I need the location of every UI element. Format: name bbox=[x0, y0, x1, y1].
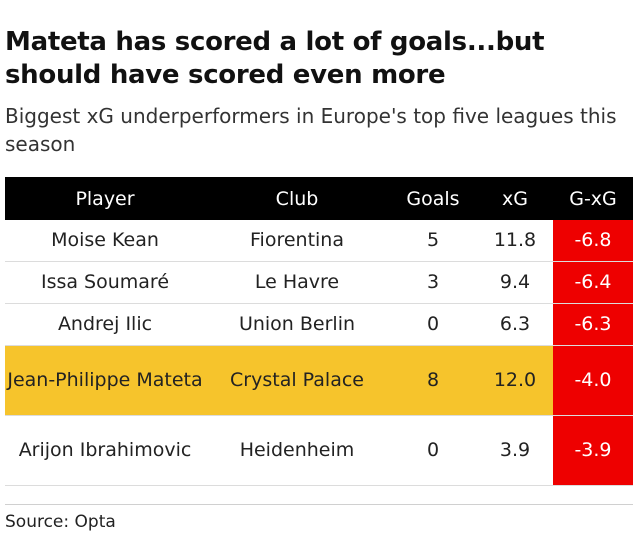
xg-cell: 12.0 bbox=[477, 345, 553, 416]
chart-subtitle: Biggest xG underperformers in Europe's t… bbox=[5, 104, 617, 156]
header-row: Player Club Goals xG G-xG bbox=[5, 177, 633, 220]
player-cell: Jean-Philippe Mateta bbox=[5, 345, 205, 416]
gxg-cell: -6.3 bbox=[553, 303, 633, 346]
player-cell: Andrej Ilic bbox=[5, 303, 205, 346]
player-cell: Issa Soumaré bbox=[5, 261, 205, 304]
table-row: Arijon Ibrahimovic Heidenheim 0 3.9 -3.9 bbox=[5, 415, 633, 486]
club-cell: Fiorentina bbox=[205, 220, 389, 262]
header-player: Player bbox=[5, 177, 205, 220]
goals-cell: 0 bbox=[389, 415, 477, 486]
goals-cell: 8 bbox=[389, 345, 477, 416]
xg-cell: 9.4 bbox=[477, 261, 553, 304]
header-xg: xG bbox=[477, 177, 553, 220]
xg-table: Player Club Goals xG G-xG Moise Kean Fio… bbox=[5, 177, 633, 486]
player-cell: Arijon Ibrahimovic bbox=[5, 415, 205, 486]
table-row: Issa Soumaré Le Havre 3 9.4 -6.4 bbox=[5, 261, 633, 304]
header-goals: Goals bbox=[389, 177, 477, 220]
gxg-cell: -6.8 bbox=[553, 220, 633, 262]
xg-cell: 3.9 bbox=[477, 415, 553, 486]
table-row: Moise Kean Fiorentina 5 11.8 -6.8 bbox=[5, 220, 633, 262]
goals-cell: 3 bbox=[389, 261, 477, 304]
chart-title: Mateta has scored a lot of goals...but s… bbox=[5, 27, 545, 90]
footer-divider bbox=[5, 504, 633, 505]
table-row: Andrej Ilic Union Berlin 0 6.3 -6.3 bbox=[5, 303, 633, 346]
club-cell: Le Havre bbox=[205, 261, 389, 304]
player-cell: Moise Kean bbox=[5, 220, 205, 262]
goals-cell: 0 bbox=[389, 303, 477, 346]
source-note: Source: Opta bbox=[5, 512, 116, 532]
goals-cell: 5 bbox=[389, 220, 477, 262]
header-gxg: G-xG bbox=[553, 177, 633, 220]
gxg-cell: -4.0 bbox=[553, 345, 633, 416]
club-cell: Union Berlin bbox=[205, 303, 389, 346]
club-cell: Heidenheim bbox=[205, 415, 389, 486]
table-row-highlighted: Jean-Philippe Mateta Crystal Palace 8 12… bbox=[5, 345, 633, 416]
xg-cell: 6.3 bbox=[477, 303, 553, 346]
xg-cell: 11.8 bbox=[477, 220, 553, 262]
gxg-cell: -3.9 bbox=[553, 415, 633, 486]
gxg-cell: -6.4 bbox=[553, 261, 633, 304]
header-club: Club bbox=[205, 177, 389, 220]
club-cell: Crystal Palace bbox=[205, 345, 389, 416]
